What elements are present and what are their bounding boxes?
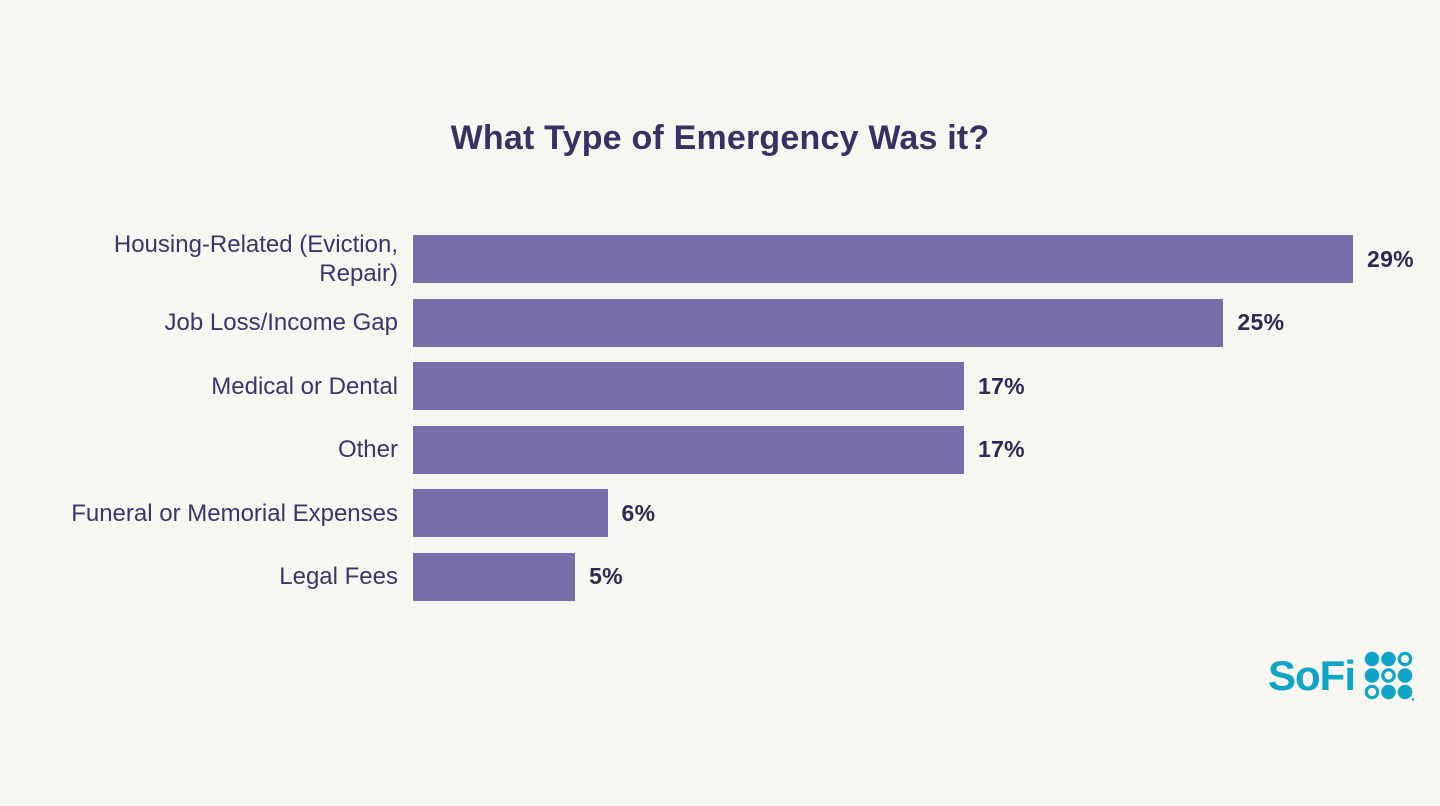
sofi-wordmark: SoFi	[1268, 652, 1356, 699]
category-label: Job Loss/Income Gap	[164, 309, 398, 336]
chart-row: Funeral or Memorial Expenses 6%	[0, 489, 1440, 537]
value-label: 17%	[978, 436, 1025, 462]
logo-dot-ring	[1381, 668, 1396, 683]
logo-dot-filled	[1381, 651, 1396, 667]
y-axis-line	[411, 229, 413, 606]
logo-dot-filled	[1364, 668, 1380, 683]
chart-row: Legal Fees 5%	[0, 552, 1440, 601]
value-label: 25%	[1237, 309, 1285, 335]
category-label: Medical or Dental	[211, 372, 398, 400]
logo-dot-ring	[1397, 651, 1413, 667]
logo-trademark-dot	[1411, 698, 1414, 701]
bar	[413, 552, 576, 601]
value-label: 5%	[589, 563, 623, 589]
value-label: 6%	[621, 499, 656, 526]
category-label: Housing-Related (Eviction, Repair)	[113, 231, 398, 287]
chart-row: Other 17%	[0, 425, 1440, 474]
bar	[413, 489, 608, 537]
value-label: 29%	[1367, 245, 1414, 272]
chart-title: What Type of Emergency Was it?	[450, 119, 990, 157]
chart-row: Medical or Dental 17%	[0, 362, 1440, 410]
value-label: 17%	[978, 372, 1025, 399]
sofi-logo: SoFi	[1268, 651, 1414, 701]
sofi-dots-icon	[1364, 651, 1414, 701]
logo-dot-filled	[1397, 668, 1413, 683]
chart-rows: Housing-Related (Eviction, Repair) 29% Job…	[0, 231, 1440, 655]
bar	[413, 425, 964, 474]
category-label: Legal Fees	[279, 563, 398, 590]
bar	[413, 362, 964, 410]
logo-dot-ring	[1364, 684, 1380, 700]
chart-row: Job Loss/Income Gap 25%	[0, 298, 1440, 347]
bar	[413, 235, 1353, 283]
logo-dot-filled	[1364, 651, 1380, 667]
logo-dot-filled	[1381, 684, 1396, 700]
category-label: Other	[337, 436, 398, 463]
bar	[413, 298, 1224, 347]
category-label: Funeral or Memorial Expenses	[71, 499, 398, 527]
chart-row: Housing-Related (Eviction, Repair) 29%	[0, 231, 1440, 287]
logo-dot-filled	[1397, 684, 1413, 700]
